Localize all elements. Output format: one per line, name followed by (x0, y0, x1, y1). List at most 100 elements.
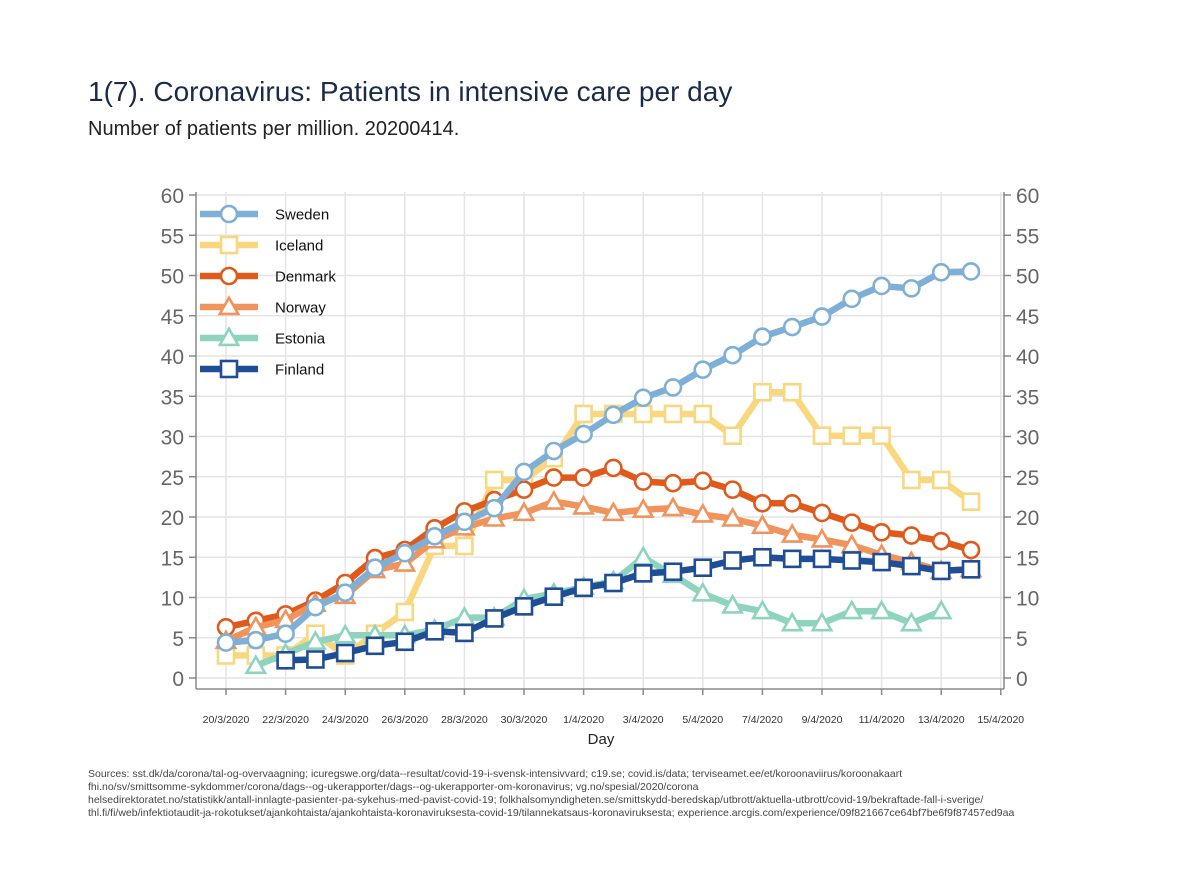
legend-item-finland: Finland (200, 359, 324, 379)
y-tick-label-right: 55 (1016, 225, 1039, 248)
x-tick-label: 28/3/2020 (441, 714, 488, 726)
data-point-estonia (303, 629, 327, 650)
data-point-sweden (604, 405, 623, 425)
y-tick-label: 55 (161, 225, 184, 248)
sources-line: helsedirektoratet.no/statistikk/antall-i… (88, 794, 984, 806)
data-point-sweden (306, 597, 325, 617)
data-point-sweden (931, 262, 951, 282)
data-point-finland (931, 561, 951, 581)
x-tick-label: 7/4/2020 (742, 714, 783, 726)
data-point-sweden (633, 388, 653, 408)
data-point-norway (810, 527, 834, 548)
data-point-finland (455, 623, 474, 643)
data-point-norway (661, 496, 685, 517)
data-point-iceland (961, 492, 981, 512)
y-tick-label-right: 10 (1016, 588, 1039, 611)
data-point-sweden (723, 345, 742, 365)
data-point-estonia (750, 599, 774, 620)
legend-marker (219, 359, 239, 379)
data-point-norway (721, 506, 745, 527)
legend-label: Finland (275, 362, 324, 379)
data-point-sweden (425, 527, 444, 546)
data-point-finland (782, 549, 802, 569)
data-point-sweden (216, 633, 236, 652)
data-point-norway (601, 501, 625, 522)
data-point-iceland (753, 382, 772, 402)
data-point-finland (484, 609, 504, 628)
y-tick-label-right: 45 (1016, 306, 1039, 329)
data-point-norway (393, 551, 417, 572)
data-point-norway (572, 494, 596, 515)
y-tick-label: 10 (161, 588, 184, 611)
data-point-iceland (455, 536, 474, 556)
series-finland (276, 547, 981, 670)
data-point-denmark (574, 468, 593, 487)
legend: Sweden Iceland Denmark Norway Estonia Finland (200, 204, 336, 379)
y-tick-label-right: 60 (1016, 185, 1039, 208)
data-point-norway (482, 506, 506, 527)
chart-subtitle: Number of patients per million. 20200414… (88, 118, 460, 140)
data-point-estonia (780, 611, 804, 632)
data-point-sweden (484, 498, 504, 518)
data-point-finland (872, 552, 891, 572)
data-point-norway (691, 502, 715, 523)
data-point-norway (512, 501, 536, 522)
data-point-iceland (902, 470, 921, 490)
data-point-estonia (929, 599, 953, 620)
y-tick-label-right: 40 (1016, 346, 1039, 369)
legend-label: Estonia (275, 331, 326, 348)
data-point-sweden (455, 512, 474, 532)
data-point-iceland (693, 404, 713, 424)
data-point-finland (335, 643, 355, 663)
legend-item-sweden: Sweden (200, 204, 329, 224)
data-point-denmark (633, 472, 653, 491)
legend-label: Iceland (275, 238, 323, 255)
data-point-estonia (244, 654, 268, 675)
x-tick-label: 22/3/2020 (262, 714, 309, 726)
data-point-sweden (693, 360, 713, 379)
data-point-iceland (812, 426, 832, 445)
data-point-finland (633, 564, 653, 583)
data-point-finland (544, 587, 564, 606)
legend-marker (219, 235, 239, 255)
data-point-estonia (631, 545, 655, 566)
x-tick-label: 3/4/2020 (623, 714, 664, 726)
data-point-sweden (365, 558, 385, 578)
data-point-finland (812, 549, 832, 569)
y-tick-label: 60 (161, 185, 184, 208)
data-point-sweden (544, 441, 564, 461)
legend-marker (219, 204, 239, 224)
data-point-sweden (574, 424, 593, 444)
y-tick-label: 5 (172, 628, 184, 651)
data-point-sweden (872, 276, 891, 296)
data-point-denmark (723, 480, 742, 499)
data-point-iceland (633, 404, 653, 424)
y-tick-label: 45 (161, 306, 184, 329)
y-tick-label: 50 (161, 266, 184, 289)
data-point-finland (604, 573, 623, 593)
x-tick-label: 5/4/2020 (682, 714, 723, 726)
data-point-estonia (333, 623, 357, 644)
y-tick-label: 40 (161, 346, 184, 369)
y-tick-label: 20 (161, 507, 184, 530)
legend-marker (217, 295, 241, 316)
data-point-estonia (810, 611, 834, 632)
data-point-finland (514, 597, 534, 616)
x-tick-label: 15/4/2020 (977, 714, 1024, 726)
data-point-denmark (544, 468, 564, 487)
data-point-finland (365, 636, 385, 656)
data-point-sweden (663, 378, 683, 397)
y-tick-label-right: 50 (1016, 266, 1039, 289)
data-point-denmark (902, 526, 921, 545)
legend-marker (219, 266, 239, 286)
data-point-norway (750, 514, 774, 535)
data-point-denmark (812, 503, 832, 523)
legend-label: Denmark (275, 269, 336, 286)
data-point-finland (693, 558, 713, 578)
x-tick-label: 1/4/2020 (563, 714, 604, 726)
legend-item-norway: Norway (200, 295, 326, 317)
data-point-iceland (574, 404, 593, 424)
x-tick-label: 26/3/2020 (381, 714, 428, 726)
